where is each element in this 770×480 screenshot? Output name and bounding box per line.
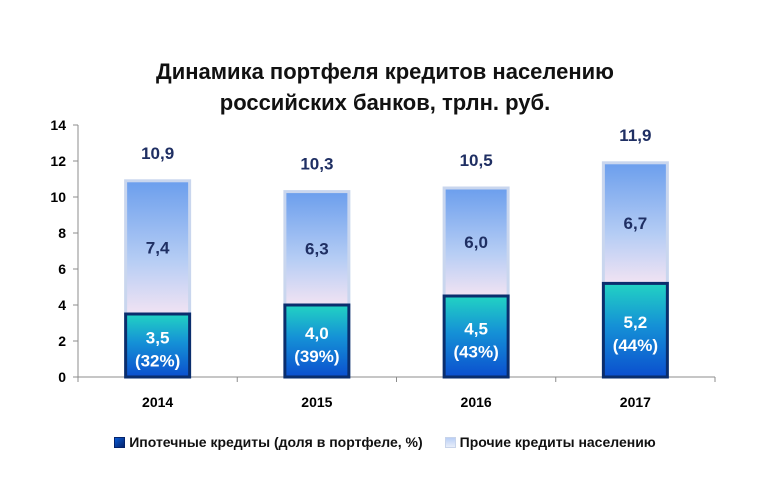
chart-title: Динамика портфеля кредитов населению рос…	[0, 56, 770, 118]
legend-swatch-other-icon	[444, 436, 456, 448]
bar-other-2015	[283, 190, 351, 307]
legend-label-other: Прочие кредиты населению	[459, 434, 656, 450]
legend-item-other: Прочие кредиты населению	[444, 434, 656, 450]
mortgage-value-label: 4,5	[464, 320, 488, 339]
x-tick-label: 2014	[142, 394, 173, 410]
y-tick-label: 0	[58, 369, 66, 385]
total-label: 10,5	[460, 151, 493, 170]
y-tick-label: 8	[58, 225, 66, 241]
other-value-label: 6,7	[624, 214, 648, 233]
bar-mortgage-2015	[283, 303, 351, 379]
bar-other-2017	[601, 161, 669, 285]
y-tick-label: 14	[50, 117, 66, 133]
value-labels: 10,9 7,4 3,5 (32%) 10,3 6,3 4,0 (39%) 10,5 6,0 4,5…	[135, 126, 658, 371]
total-label: 10,9	[141, 144, 174, 163]
bar-other-2016	[442, 186, 510, 298]
mortgage-share-label: (39%)	[294, 347, 339, 366]
x-tick-label: 2017	[620, 394, 651, 410]
bar-mortgage-2017	[601, 281, 669, 379]
other-value-label: 6,0	[464, 233, 488, 252]
mortgage-value-label: 4,0	[305, 324, 329, 343]
bar-chart: 0 2 4 6 8 10 12 14 2014 2015 2016 2017 10,9 7,4 3,5 (3…	[50, 117, 716, 410]
x-tick-label: 2015	[301, 394, 332, 410]
mortgage-share-label: (32%)	[135, 352, 180, 371]
chart-title-line-1: Динамика портфеля кредитов населению	[156, 59, 614, 84]
total-label: 11,9	[619, 126, 651, 145]
mortgage-share-label: (44%)	[613, 336, 658, 355]
bar-mortgage-2014	[124, 312, 192, 379]
chart-title-line-2: российских банков, трлн. руб.	[219, 90, 551, 115]
total-label: 10,3	[300, 155, 333, 174]
mortgage-value-label: 5,2	[624, 313, 648, 332]
y-tick-label: 10	[50, 189, 66, 205]
y-tick-label: 12	[50, 153, 66, 169]
legend-label-mortgage: Ипотечные кредиты (доля в портфеле, %)	[129, 434, 423, 450]
axes: 0 2 4 6 8 10 12 14 2014 2015 2016 2017	[50, 117, 716, 410]
legend: Ипотечные кредиты (доля в портфеле, %) П…	[0, 434, 770, 450]
x-tick-label: 2016	[461, 394, 492, 410]
y-tick-label: 6	[58, 261, 66, 277]
bar-other-2014	[124, 179, 192, 316]
y-tick-label: 2	[58, 333, 66, 349]
bar-mortgage-2016	[442, 294, 510, 379]
bars	[124, 161, 669, 379]
other-value-label: 6,3	[305, 239, 329, 258]
legend-item-mortgage: Ипотечные кредиты (доля в портфеле, %)	[114, 434, 423, 450]
mortgage-value-label: 3,5	[146, 329, 170, 348]
mortgage-share-label: (43%)	[453, 343, 498, 362]
other-value-label: 7,4	[146, 238, 170, 257]
y-tick-label: 4	[58, 297, 66, 313]
legend-swatch-mortgage-icon	[114, 436, 126, 448]
